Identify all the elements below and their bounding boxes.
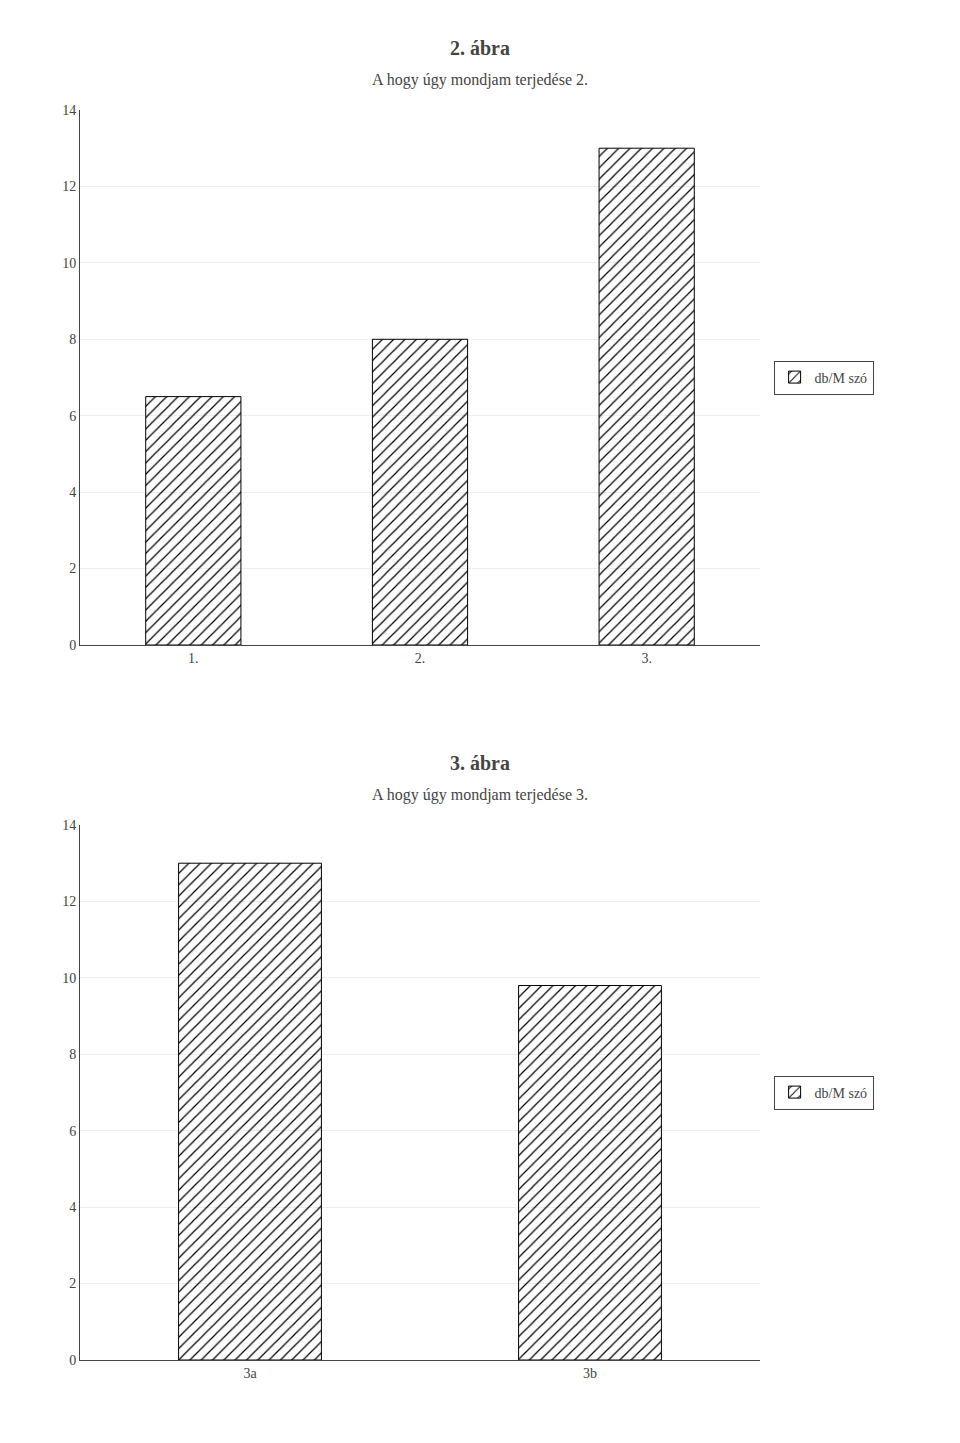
svg-text:db/M szó: db/M szó <box>815 371 868 386</box>
svg-text:2: 2 <box>69 561 76 576</box>
svg-text:A hogy úgy mondjam terjedése 3: A hogy úgy mondjam terjedése 3. <box>372 786 588 804</box>
svg-text:0: 0 <box>69 638 76 653</box>
svg-text:3.: 3. <box>641 651 652 666</box>
svg-text:1.: 1. <box>188 651 199 666</box>
svg-text:3. ábra: 3. ábra <box>450 752 510 774</box>
svg-text:2.: 2. <box>415 651 426 666</box>
svg-text:db/M szó: db/M szó <box>815 1086 868 1101</box>
svg-text:2: 2 <box>69 1276 76 1291</box>
svg-text:10: 10 <box>62 256 76 271</box>
svg-text:8: 8 <box>69 1047 76 1062</box>
svg-text:12: 12 <box>62 179 76 194</box>
svg-text:12: 12 <box>62 894 76 909</box>
svg-text:3a: 3a <box>243 1366 257 1381</box>
svg-text:3b: 3b <box>583 1366 597 1381</box>
svg-text:2. ábra: 2. ábra <box>450 37 510 59</box>
svg-text:4: 4 <box>69 485 76 500</box>
svg-text:4: 4 <box>69 1200 76 1215</box>
svg-text:14: 14 <box>62 103 76 118</box>
svg-text:0: 0 <box>69 1353 76 1368</box>
svg-text:8: 8 <box>69 332 76 347</box>
svg-text:A hogy úgy mondjam terjedése 2: A hogy úgy mondjam terjedése 2. <box>372 71 588 89</box>
svg-text:10: 10 <box>62 971 76 986</box>
svg-text:6: 6 <box>69 1124 76 1139</box>
svg-text:14: 14 <box>62 818 76 833</box>
svg-text:6: 6 <box>69 409 76 424</box>
